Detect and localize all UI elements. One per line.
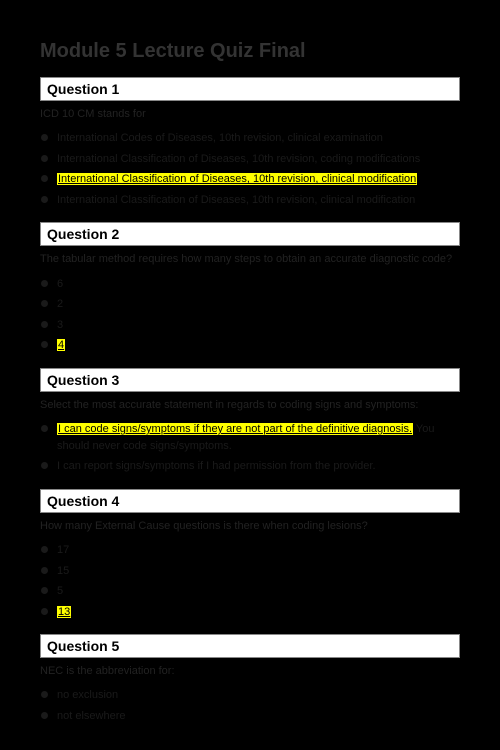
options-list: I can code signs/symptoms if they are no… (40, 421, 460, 475)
option-row[interactable]: International Classification of Diseases… (40, 151, 460, 168)
option-text: 4 (57, 337, 65, 354)
radio-icon[interactable] (40, 340, 49, 349)
question-prompt: The tabular method requires how many ste… (40, 252, 460, 267)
option-row[interactable]: International Classification of Diseases… (40, 192, 460, 209)
option-text: International Classification of Diseases… (57, 192, 415, 209)
question-header: Question 2 (40, 222, 460, 246)
radio-icon[interactable] (40, 424, 49, 433)
option-text: 15 (57, 563, 69, 580)
option-row[interactable]: International Codes of Diseases, 10th re… (40, 130, 460, 147)
radio-icon[interactable] (40, 195, 49, 204)
radio-icon[interactable] (40, 586, 49, 595)
option-text: 3 (57, 317, 63, 334)
radio-icon[interactable] (40, 299, 49, 308)
option-text: no exclusion (57, 687, 118, 704)
option-row[interactable]: 4 (40, 337, 460, 354)
questions-container: Question 1 ICD 10 CM stands for Internatio… (40, 77, 460, 724)
option-text: 17 (57, 542, 69, 559)
option-row[interactable]: I can report signs/symptoms if I had per… (40, 458, 460, 475)
radio-icon[interactable] (40, 154, 49, 163)
option-text: 2 (57, 296, 63, 313)
option-row[interactable]: no exclusion (40, 687, 460, 704)
option-row[interactable]: 5 (40, 583, 460, 600)
option-text: 13 (57, 604, 71, 621)
radio-icon[interactable] (40, 711, 49, 720)
radio-icon[interactable] (40, 133, 49, 142)
question-header: Question 3 (40, 368, 460, 392)
options-list: no exclusion not elsewhere (40, 687, 460, 724)
radio-icon[interactable] (40, 690, 49, 699)
option-text: I can report signs/symptoms if I had per… (57, 458, 376, 475)
option-row[interactable]: 6 (40, 276, 460, 293)
page-title: Module 5 Lecture Quiz Final (40, 40, 460, 63)
option-text: 6 (57, 276, 63, 293)
question-header: Question 1 (40, 77, 460, 101)
question-header: Question 4 (40, 489, 460, 513)
radio-icon[interactable] (40, 545, 49, 554)
highlighted-answer: 13 (57, 606, 71, 618)
option-row[interactable]: International Classification of Diseases… (40, 171, 460, 188)
option-row[interactable]: 2 (40, 296, 460, 313)
highlighted-answer: I can code signs/symptoms if they are no… (57, 423, 413, 435)
option-row[interactable]: I can code signs/symptoms if they are no… (40, 421, 460, 454)
quiz-page: Module 5 Lecture Quiz Final Question 1 IC… (0, 0, 500, 748)
question-prompt: How many External Cause questions is the… (40, 519, 460, 534)
radio-icon[interactable] (40, 174, 49, 183)
radio-icon[interactable] (40, 279, 49, 288)
highlighted-answer: 4 (57, 339, 65, 351)
option-text: International Classification of Diseases… (57, 171, 417, 188)
option-row[interactable]: 17 (40, 542, 460, 559)
highlighted-answer: International Classification of Diseases… (57, 173, 417, 185)
option-row[interactable]: 3 (40, 317, 460, 334)
options-list: 17 15 5 13 (40, 542, 460, 620)
radio-icon[interactable] (40, 320, 49, 329)
option-row[interactable]: not elsewhere (40, 708, 460, 725)
question-prompt: Select the most accurate statement in re… (40, 398, 460, 413)
option-row[interactable]: 15 (40, 563, 460, 580)
options-list: 6 2 3 4 (40, 276, 460, 354)
radio-icon[interactable] (40, 461, 49, 470)
option-text: 5 (57, 583, 63, 600)
option-row[interactable]: 13 (40, 604, 460, 621)
question-prompt: NEC is the abbreviation for: (40, 664, 460, 679)
options-list: International Codes of Diseases, 10th re… (40, 130, 460, 208)
question-prompt: ICD 10 CM stands for (40, 107, 460, 122)
radio-icon[interactable] (40, 607, 49, 616)
question-header: Question 5 (40, 634, 460, 658)
radio-icon[interactable] (40, 566, 49, 575)
option-text: International Classification of Diseases… (57, 151, 420, 168)
option-text: I can code signs/symptoms if they are no… (57, 421, 460, 454)
option-text: not elsewhere (57, 708, 126, 725)
option-text: International Codes of Diseases, 10th re… (57, 130, 383, 147)
